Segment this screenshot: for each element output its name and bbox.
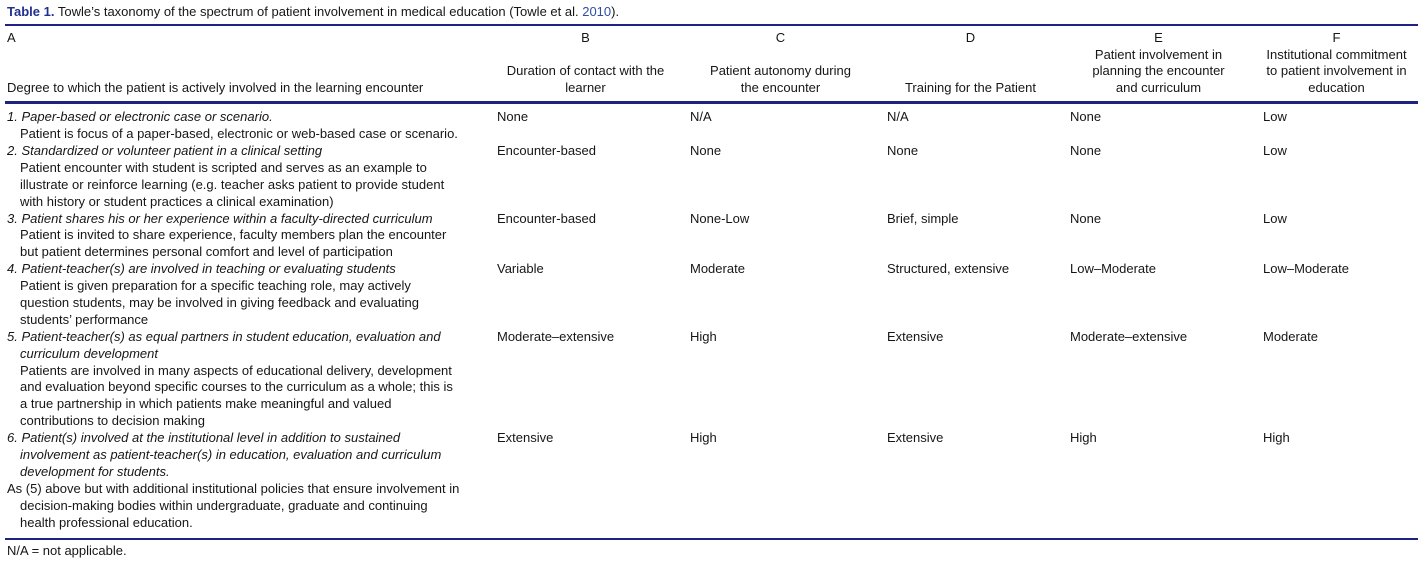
column-header-planning: Patient involvement in planning the enco… <box>1092 46 1225 96</box>
table-row-5: 5. Patient-teacher(s) as equal partners … <box>5 329 1418 430</box>
row-title: 6. Patient(s) involved at the institutio… <box>7 430 442 479</box>
cell-training: Extensive <box>887 328 944 344</box>
cell-commitment: Low <box>1263 210 1287 226</box>
column-letter-a: A <box>7 29 16 45</box>
cell-duration: Encounter-based <box>497 210 597 226</box>
table-caption-label: Table 1. <box>7 4 55 19</box>
cell-training: N/A <box>887 109 909 125</box>
row-description: Patient is invited to share experience, … <box>20 227 447 260</box>
column-header-duration: Duration of contact with the learner <box>506 63 665 96</box>
cell-planning: Moderate–extensive <box>1070 328 1188 344</box>
cell-commitment: Low <box>1263 109 1287 125</box>
cell-autonomy: Moderate <box>690 261 745 277</box>
column-headers-row: Degree to which the patient is actively … <box>5 45 1418 105</box>
cell-training: Structured, extensive <box>887 261 1010 277</box>
column-header-autonomy: Patient autonomy during the encounter <box>710 63 851 96</box>
column-letter-e: E <box>1154 29 1163 45</box>
cell-commitment: Low <box>1263 142 1287 158</box>
table-row-3: 3. Patient shares his or her experience … <box>5 211 1418 262</box>
row-description: Patients are involved in many aspects of… <box>20 362 453 429</box>
cell-autonomy: High <box>682 430 879 541</box>
table-row-6: 6. Patient(s) involved at the institutio… <box>5 430 1418 541</box>
table-row-4: 4. Patient-teacher(s) are involved in te… <box>5 261 1418 329</box>
column-letter-f: F <box>1332 29 1341 45</box>
cell-planning: High <box>1062 430 1255 541</box>
table-caption-text: Towle’s taxonomy of the spectrum of pati… <box>57 4 579 19</box>
row-description: Patient is focus of a paper-based, elect… <box>20 126 458 142</box>
row-description: Patient is given preparation for a speci… <box>20 278 419 327</box>
cell-duration: Extensive <box>489 430 682 541</box>
row-title: 1. Paper-based or electronic case or sce… <box>7 109 273 125</box>
row-description: As (5) above but with additional institu… <box>7 480 460 530</box>
citation-link[interactable]: 2010 <box>582 4 612 19</box>
taxonomy-table: A B C D E F Degree to which the patient … <box>5 26 1418 541</box>
cell-commitment: High <box>1255 430 1418 541</box>
table-row-2: 2. Standardized or volunteer patient in … <box>5 143 1418 211</box>
column-header-training: Training for the Patient <box>904 80 1037 96</box>
column-letter-b: B <box>581 29 590 45</box>
column-header-commitment: Institutional commitment to patient invo… <box>1266 46 1407 96</box>
cell-training: None <box>887 142 919 158</box>
row-title: 3. Patient shares his or her experience … <box>7 210 433 226</box>
cell-duration: Moderate–extensive <box>497 328 615 344</box>
cell-commitment: Moderate <box>1263 328 1318 344</box>
row-title: 4. Patient-teacher(s) are involved in te… <box>7 261 396 277</box>
cell-commitment: Low–Moderate <box>1263 261 1349 277</box>
table-footnote: N/A = not applicable. <box>7 543 127 559</box>
table-caption-suffix: ). <box>611 4 620 19</box>
column-header-degree: Degree to which the patient is actively … <box>7 80 424 96</box>
cell-autonomy: None-Low <box>690 210 750 226</box>
cell-autonomy: N/A <box>690 109 712 125</box>
column-letter-c: C <box>775 29 786 45</box>
cell-duration: Encounter-based <box>497 142 597 158</box>
cell-duration: None <box>497 109 529 125</box>
cell-autonomy: High <box>690 328 717 344</box>
table-caption: Table 1. Towle’s taxonomy of the spectru… <box>5 2 1418 26</box>
cell-training: Brief, simple <box>887 210 959 226</box>
cell-planning: None <box>1070 109 1102 125</box>
row-title: 5. Patient-teacher(s) as equal partners … <box>7 328 441 361</box>
cell-autonomy: None <box>690 142 722 158</box>
cell-planning: None <box>1070 210 1102 226</box>
column-letters-row: A B C D E F <box>5 26 1418 45</box>
column-letter-d: D <box>965 29 976 45</box>
cell-planning: None <box>1070 142 1102 158</box>
row-description: Patient encounter with student is script… <box>20 159 445 209</box>
row-title: 2. Standardized or volunteer patient in … <box>7 142 323 158</box>
cell-planning: Low–Moderate <box>1070 261 1156 277</box>
cell-duration: Variable <box>497 261 544 277</box>
table-row-1: 1. Paper-based or electronic case or sce… <box>5 103 1418 143</box>
cell-training: Extensive <box>879 430 1062 541</box>
